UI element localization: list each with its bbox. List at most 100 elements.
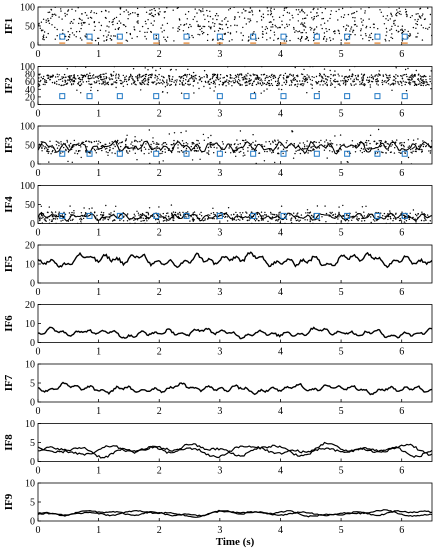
data-point (245, 139, 247, 141)
data-point (152, 82, 154, 84)
data-point (309, 219, 311, 221)
data-point (351, 219, 353, 221)
data-point (359, 83, 361, 86)
data-point (134, 215, 136, 217)
data-point (230, 81, 232, 83)
data-point (230, 144, 232, 146)
data-point (125, 78, 127, 81)
data-point (112, 220, 114, 222)
data-point (191, 141, 193, 144)
data-point (301, 31, 304, 34)
data-point (426, 83, 428, 86)
data-point (303, 12, 306, 14)
data-point (65, 80, 67, 82)
data-point (94, 39, 97, 42)
data-point (342, 215, 345, 217)
data-point (425, 79, 427, 81)
data-point (281, 84, 283, 87)
data-point (277, 152, 279, 155)
event-marker (344, 93, 351, 100)
data-point (164, 142, 167, 144)
data-point (95, 81, 98, 84)
data-point (396, 15, 398, 17)
data-point (415, 143, 417, 145)
data-point (389, 217, 392, 219)
data-point (423, 75, 426, 77)
data-point (241, 39, 244, 41)
data-point (303, 144, 306, 146)
data-point (290, 74, 293, 77)
data-point (191, 159, 194, 161)
event-marker (116, 93, 123, 100)
data-point (115, 73, 118, 75)
data-point (167, 83, 169, 85)
data-point (334, 30, 336, 32)
data-point (391, 144, 393, 146)
data-point (366, 147, 368, 150)
data-point (58, 16, 60, 18)
data-point (335, 10, 337, 13)
data-point (65, 76, 67, 78)
data-point (347, 161, 349, 163)
data-point (410, 163, 413, 164)
data-point (68, 144, 70, 147)
data-point (399, 217, 401, 220)
data-point (192, 71, 195, 74)
data-point (344, 76, 346, 78)
data-point (266, 39, 268, 41)
data-point (61, 77, 63, 80)
data-point (183, 23, 186, 26)
data-point (38, 85, 40, 88)
data-point (410, 148, 412, 151)
data-point (54, 214, 56, 216)
data-point (131, 37, 133, 39)
data-point (418, 15, 421, 17)
data-point (96, 214, 98, 217)
data-point (206, 76, 208, 79)
data-point (382, 15, 384, 17)
data-point (412, 76, 414, 78)
data-point (237, 218, 239, 221)
data-point (148, 152, 150, 154)
data-point (144, 80, 146, 82)
data-point (71, 80, 73, 82)
data-point (72, 218, 74, 220)
event-marker (401, 93, 408, 100)
data-point (329, 69, 331, 72)
data-point (212, 207, 214, 209)
data-point (343, 81, 345, 83)
data-point (347, 25, 350, 27)
data-point (268, 21, 271, 23)
data-point (352, 29, 355, 32)
event-marker (374, 212, 381, 219)
data-point (137, 22, 139, 24)
data-point (270, 7, 272, 9)
y-tick-label: 0 (30, 219, 35, 230)
data-point (352, 31, 354, 33)
data-point (42, 145, 44, 147)
data-point (282, 152, 284, 155)
data-point (74, 66, 77, 68)
data-point (118, 77, 120, 80)
data-point (158, 143, 160, 145)
data-point (334, 135, 336, 137)
data-point (101, 144, 103, 147)
data-point (318, 80, 320, 83)
panel-label: IF5 (3, 255, 15, 272)
data-point (375, 79, 377, 81)
data-point (133, 81, 135, 84)
data-point (98, 80, 100, 82)
data-point (255, 140, 257, 142)
data-point (67, 10, 69, 12)
data-point (249, 11, 251, 13)
data-point (301, 8, 303, 11)
data-point (143, 219, 145, 222)
data-point (393, 217, 395, 220)
data-point (155, 149, 157, 151)
data-point (313, 29, 315, 31)
data-point (80, 22, 83, 24)
data-point (321, 27, 323, 30)
data-point (415, 23, 417, 25)
data-point (242, 34, 244, 37)
data-point (308, 77, 310, 79)
